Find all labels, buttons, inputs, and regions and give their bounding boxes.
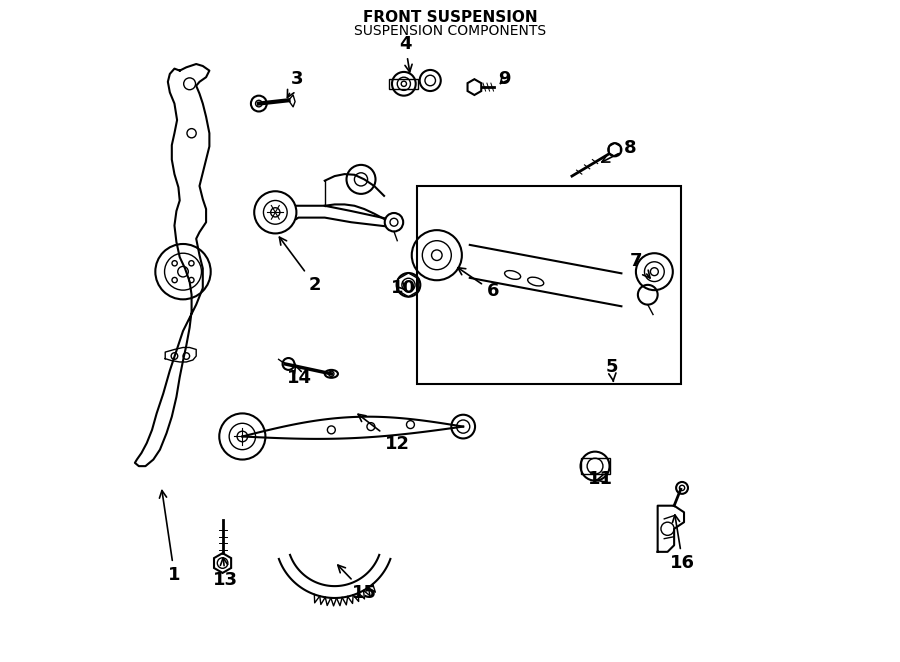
- Text: 3: 3: [287, 70, 303, 97]
- Text: 1: 1: [159, 491, 181, 584]
- Bar: [417, 186, 680, 384]
- Text: 11: 11: [588, 470, 613, 489]
- Text: 5: 5: [606, 357, 617, 381]
- Text: 12: 12: [358, 414, 410, 453]
- Bar: [390, 79, 418, 89]
- Text: 7: 7: [630, 252, 650, 278]
- Text: 6: 6: [458, 267, 500, 301]
- Bar: [580, 458, 609, 474]
- Text: SUSPENSION COMPONENTS: SUSPENSION COMPONENTS: [354, 24, 546, 38]
- Text: 2: 2: [279, 237, 321, 294]
- Text: 9: 9: [498, 70, 510, 88]
- Text: 15: 15: [338, 565, 377, 602]
- Text: 4: 4: [399, 35, 412, 72]
- Text: FRONT SUSPENSION: FRONT SUSPENSION: [363, 11, 537, 25]
- Text: 14: 14: [287, 364, 312, 387]
- Text: 16: 16: [670, 515, 695, 572]
- Text: 10: 10: [392, 279, 417, 297]
- Text: 13: 13: [213, 558, 238, 589]
- Text: 8: 8: [602, 139, 636, 162]
